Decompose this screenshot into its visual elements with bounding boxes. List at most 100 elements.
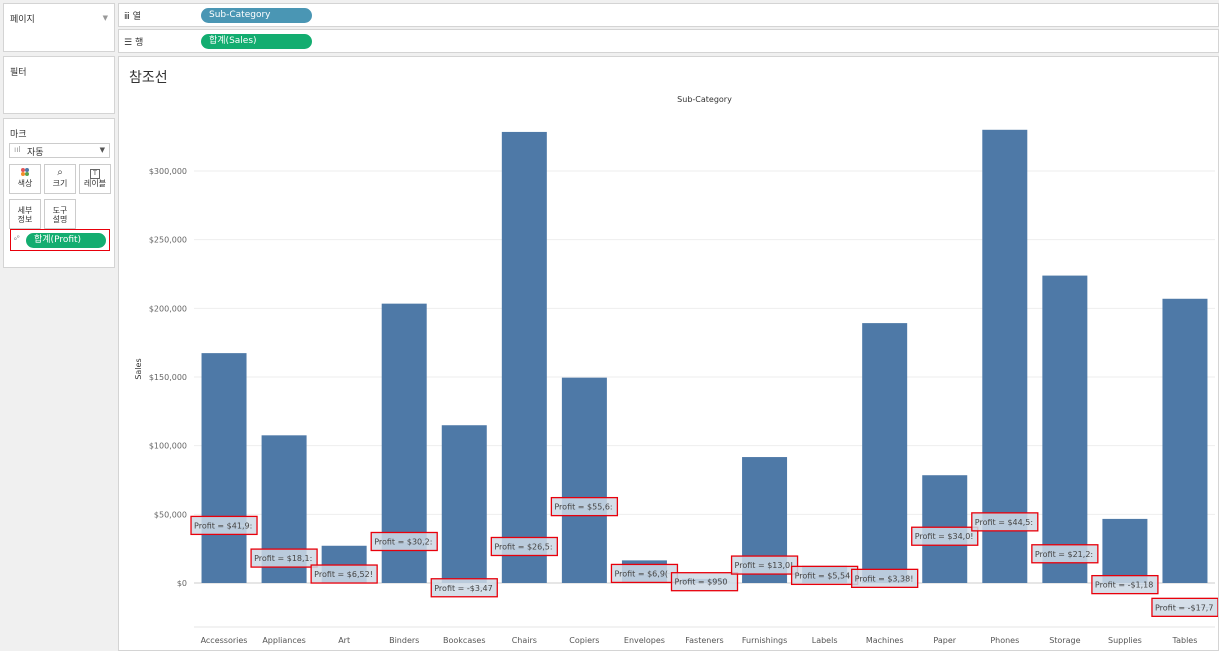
reference-line-label-box [971, 512, 1039, 532]
reference-line-label: Profit = $3,38! [855, 574, 914, 583]
reference-line-label-box [550, 496, 619, 517]
bar [1042, 275, 1088, 583]
marks-panel-title: 마크 [10, 130, 27, 140]
y-tick-label: $50,000 [154, 510, 187, 519]
x-tick-label: Bookcases [443, 636, 485, 645]
sub-category-pill[interactable]: Sub-Category [201, 8, 312, 23]
reference-line-label: Profit = $30,2: [374, 537, 432, 546]
reference-line-label: Profit = $44,5: [975, 518, 1033, 527]
reference-line-label: Profit = $26,5: [494, 542, 552, 551]
bar [441, 425, 487, 583]
reference-line-label: Profit = -$17,7 [1155, 603, 1213, 612]
color-button[interactable]: 색상 [9, 164, 41, 194]
profit-pill-highlight: ₒᵒ 합계(Profit) [10, 229, 110, 251]
x-tick-label: Machines [866, 636, 904, 645]
reference-line-label-box [430, 578, 498, 598]
bar [1162, 298, 1208, 583]
x-tick-label: Accessories [201, 636, 248, 645]
y-tick-label: $150,000 [149, 373, 187, 382]
y-tick-label: $300,000 [149, 167, 187, 176]
reference-line-label-box [310, 564, 378, 584]
reference-line-label: Profit = $13,0! [735, 561, 794, 570]
x-tick-label: Paper [933, 636, 956, 645]
label-icon: T [80, 167, 110, 179]
sheet-title: 참조선 [129, 70, 168, 86]
rows-shelf-text: 행 [134, 38, 144, 48]
x-tick-label: Copiers [569, 636, 599, 645]
reference-line-label-box [250, 548, 318, 568]
reference-line-label-box [190, 515, 258, 536]
color-button-label: 색상 [17, 179, 33, 188]
x-tick-label: Tables [1172, 636, 1198, 645]
filters-panel-title: 필터 [10, 68, 27, 78]
bar [862, 323, 908, 583]
x-axis-header: Sub-Category [677, 95, 732, 104]
reference-line-label: Profit = -$3,47 [434, 584, 492, 593]
detail-button[interactable]: 세부 정보 [9, 199, 41, 229]
bar [201, 353, 247, 583]
reference-line-label: Profit = $34,0! [915, 532, 974, 541]
reference-line-label-box [670, 572, 739, 592]
reference-line-label: Profit = $18,1: [254, 554, 312, 563]
bar [501, 131, 547, 583]
bar [1102, 518, 1148, 583]
reference-line-label: Profit = $5,54 [795, 571, 851, 580]
bar-chart: Sales $0 $50,000 $100,000 $150,000 $200,000 $2… [134, 129, 1218, 645]
color-dots-icon [10, 167, 40, 179]
x-tick-label: Chairs [512, 636, 537, 645]
pages-dropdown-icon[interactable]: ▼ [102, 14, 108, 22]
columns-shelf-label: ⅲ 열 [124, 9, 141, 22]
x-tick-label: Storage [1049, 636, 1080, 645]
pages-panel-title: 페이지 [10, 15, 35, 25]
reference-line-label-box [1031, 544, 1099, 564]
reference-line-label: Profit = $41,9: [194, 521, 252, 530]
filters-panel[interactable]: 필터 [3, 56, 115, 114]
y-axis-label: Sales [134, 358, 143, 379]
x-tick-label: Labels [812, 636, 838, 645]
pages-panel: 페이지 ▼ [3, 3, 115, 52]
reference-line-label-box [1151, 597, 1218, 617]
label-button[interactable]: T 레이블 [79, 164, 111, 194]
reference-line-label-box [490, 536, 558, 557]
mark-type-select[interactable]: ııl 자동 ▼ [9, 143, 110, 158]
detail-field-icon: ₒᵒ [14, 234, 20, 242]
x-tick-label: Binders [389, 636, 419, 645]
columns-shelf[interactable]: ⅲ 열 Sub-Category [118, 3, 1219, 27]
profit-pill[interactable]: 합계(Profit) [26, 233, 106, 248]
x-tick-label: Appliances [262, 636, 306, 645]
columns-shelf-text: 열 [132, 12, 141, 22]
tooltip-button[interactable]: 도구 설명 [44, 199, 76, 229]
y-tick-label: $250,000 [149, 236, 187, 245]
label-button-label: 레이블 [83, 179, 107, 188]
reference-line-label: Profit = $950 [675, 578, 728, 587]
marks-panel: 마크 ııl 자동 ▼ 색상 ⌕ 크기 T 레이블 세부 정보 도구 설명 ₒᵒ… [3, 118, 115, 268]
x-tick-label: Furnishings [742, 636, 787, 645]
y-tick-label: $100,000 [149, 442, 187, 451]
detail-button-label: 세부 정보 [17, 206, 33, 224]
worksheet-view: 참조선 Sub-Category Sales $0 $50,000 $100,000 $… [118, 56, 1219, 651]
size-button[interactable]: ⌕ 크기 [44, 164, 76, 194]
bar [982, 129, 1028, 583]
reference-line-label: Profit = $6,9( [614, 569, 668, 578]
bar [561, 377, 607, 583]
rows-icon: ☰ [124, 38, 133, 48]
x-tick-label: Envelopes [624, 636, 665, 645]
tooltip-button-label: 도구 설명 [52, 206, 68, 224]
reference-line-label: Profit = $6,52! [314, 570, 373, 579]
x-tick-label: Supplies [1108, 636, 1142, 645]
x-tick-label: Fasteners [685, 636, 723, 645]
y-tick-label: $0 [177, 579, 187, 588]
rows-shelf-label: ☰ 행 [124, 35, 143, 48]
chevron-down-icon: ▼ [99, 146, 105, 154]
size-icon: ⌕ [57, 167, 63, 178]
x-tick-label: Art [338, 636, 350, 645]
size-button-label: 크기 [52, 179, 68, 188]
reference-line-label: Profit = -$1,18 [1095, 581, 1153, 590]
x-tick-label: Phones [990, 636, 1019, 645]
sales-pill[interactable]: 합계(Sales) [201, 34, 312, 49]
reference-line-label-box [370, 531, 438, 552]
reference-line-label: Profit = $21,2: [1035, 550, 1093, 559]
rows-shelf[interactable]: ☰ 행 합계(Sales) [118, 29, 1219, 53]
reference-line-label: Profit = $55,6: [554, 503, 612, 512]
columns-icon: ⅲ [124, 12, 130, 22]
